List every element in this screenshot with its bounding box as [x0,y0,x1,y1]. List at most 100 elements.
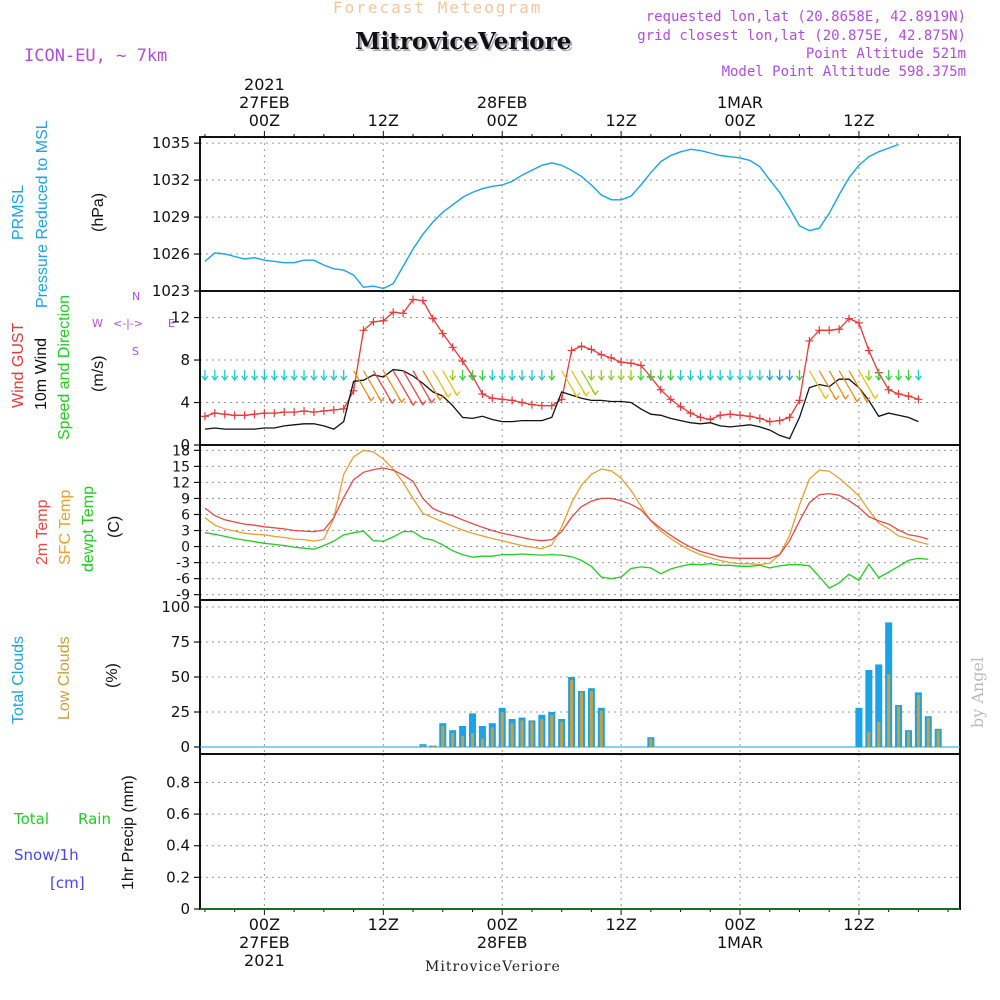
gust-marker [636,361,645,370]
wind-arrow-head [914,375,922,381]
gust-marker [438,329,447,338]
y-tick-label: 0.2 [166,868,190,886]
wind-arrow-head [538,375,546,381]
station-name: MitroviceVeriore [355,28,572,55]
gust-marker [617,358,626,367]
wind-arrow [818,370,837,400]
wind-arrow-head [459,375,467,381]
gust-marker [399,309,408,318]
gust-marker [686,409,695,418]
total-cloud-bar [865,670,873,747]
y-tick-label: 9 [181,491,190,507]
total-cloud-bar [855,707,863,747]
wind-arrow-head [696,375,704,381]
gust-marker [656,385,665,394]
y-tick-label: -9 [176,588,190,604]
wind-arrow-head [340,375,348,381]
wind-arrow [372,370,393,404]
wind-arrow-head [330,375,338,381]
wind-arrow-head [250,375,259,381]
model-name: ICON-EU, ~ 7km [24,46,168,66]
wind-arrow-head [488,375,496,381]
wind-arrow-head [617,375,625,381]
total-cloud-bar [468,713,476,747]
closest-coords: grid closest lon,lat (20.875E, 42.875N) [637,28,966,44]
low-cloud-bar [530,721,534,747]
gust-marker [914,395,923,404]
wind-arrow [422,370,441,401]
gust-marker [508,396,517,405]
wind-arrow-head [822,394,830,400]
time-label-top: 00Z [487,111,518,130]
y-tick-label: 100 [161,598,190,616]
wind-arrow-head [842,394,850,400]
app-title: Forecast Meteogram [333,0,543,17]
temp-2m-line [204,467,929,559]
wind-arrow-head [449,375,457,381]
gust-marker [845,314,854,323]
label-snow: Snow/1h [14,846,79,864]
wind-arrow-head [290,375,298,381]
wind-arrow-head [863,397,871,403]
gust-marker [418,296,427,305]
low-cloud-bar [649,738,653,747]
gust-marker [379,316,388,325]
y-tick-label: 6 [181,507,190,523]
wind-arrow-head [871,394,879,400]
gust-marker [716,411,725,420]
low-cloud-bar [877,721,881,747]
low-cloud-bar [550,714,554,747]
low-cloud-bar [500,712,504,747]
y-tick-label: 0 [180,900,190,918]
sfc-temp-line [204,449,929,566]
panel-frame [199,753,961,910]
total-cloud-bar [875,664,883,747]
low-cloud-bar [451,733,455,747]
compass-s: S [132,345,139,358]
gust-marker [409,295,418,304]
wind-arrow-head [895,375,903,381]
total-cloud-bar [478,726,486,747]
wind-arrow-head [436,395,444,402]
wind-arrow-head [795,375,803,381]
wind-arrow-head [388,398,396,405]
compass-w: W [92,317,103,330]
gust-marker [230,411,239,420]
time-label-bottom: 12Z [368,915,399,934]
wind-arrow-head [597,375,605,381]
gust-marker [448,343,457,352]
wind-arrow-head [637,375,645,381]
low-cloud-bar [461,735,465,747]
wind-arrow-head [528,375,536,381]
low-cloud-bar [540,719,544,747]
gust-marker [309,408,318,417]
y-tick-label: 0.8 [166,773,190,791]
y-tick-label: 12 [172,475,190,491]
wind-arrow-head [706,375,714,381]
time-label-bottom: 12Z [843,915,874,934]
wind-arrow-head [260,375,268,381]
y-tick-label: 0 [180,436,190,454]
y-tick-label: 50 [171,668,190,686]
wind-arrow-head [270,375,278,381]
low-cloud-bar [926,717,930,747]
wind-arrow [858,370,876,399]
y-tick-label: 0 [181,540,190,556]
gust-marker [210,409,219,418]
wind-arrow-head [498,375,506,381]
y-tick-label: 1032 [152,171,190,189]
y-tick-label: 18 [172,443,190,459]
wind-arrow-head [582,391,590,397]
wind-arrow-head [444,392,452,398]
wind-arrow [828,370,847,400]
wind-arrow [412,370,433,404]
time-label-top: 00Z [724,111,755,130]
gust-marker [478,390,487,399]
gust-marker [775,416,784,425]
gust-marker [765,417,774,426]
wind-arrow-head [320,375,328,381]
gust-marker [527,400,536,409]
gust-marker [696,413,705,422]
wind-arrow-head [853,397,861,403]
wind-arrow [392,370,414,406]
